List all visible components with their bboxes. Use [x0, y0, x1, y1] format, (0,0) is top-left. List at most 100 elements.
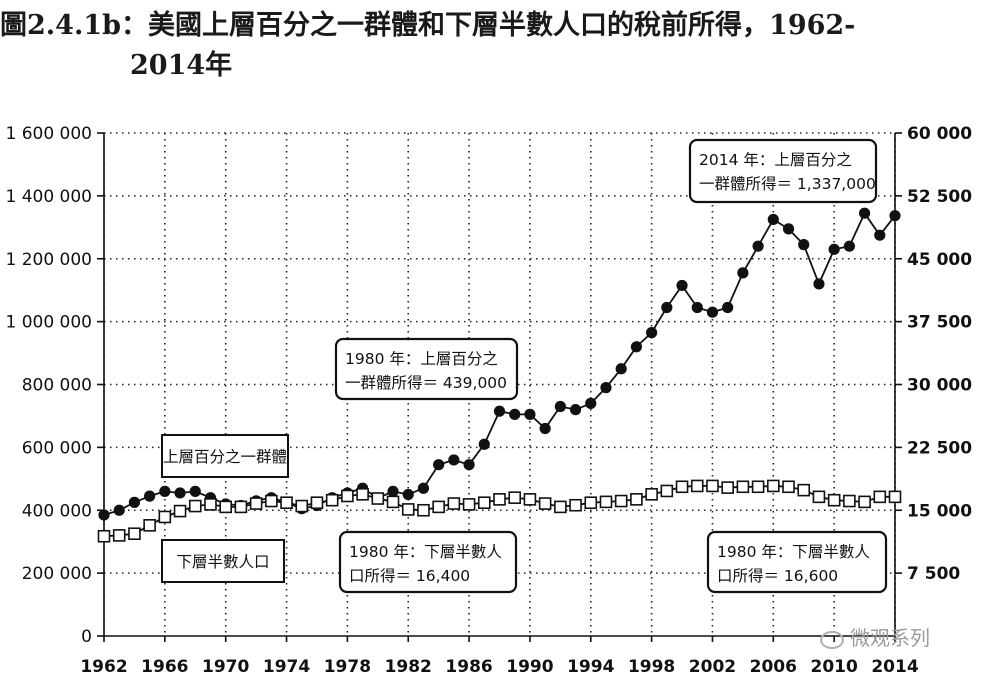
x-tick-label: 1982: [385, 657, 432, 677]
data-point: [813, 278, 825, 290]
data-point: [402, 488, 414, 501]
x-tick-label: 1990: [506, 657, 553, 677]
left-y-tick-label: 1 400 000: [5, 187, 92, 207]
x-tick-label: 1998: [628, 657, 675, 677]
right-y-tick-label: 60 000: [907, 124, 972, 144]
data-point: [401, 503, 415, 516]
left-y-tick-label: 400 000: [22, 501, 92, 521]
data-point: [173, 504, 187, 518]
right-y-tick-label: 15 000: [907, 501, 972, 521]
data-point: [432, 500, 445, 514]
callout-text: 一群體所得＝ 439,000: [345, 374, 507, 392]
data-point: [569, 498, 582, 512]
data-point: [737, 267, 749, 279]
left-y-tick-label: 1 000 000: [5, 313, 92, 333]
callout-box: [334, 337, 519, 401]
data-point: [477, 496, 491, 510]
data-point: [827, 493, 841, 507]
data-point: [158, 510, 172, 524]
series-bottom-half: [97, 479, 902, 543]
data-point: [462, 498, 476, 511]
data-point: [386, 495, 400, 509]
data-point: [387, 485, 399, 497]
data-point: [539, 422, 551, 435]
data-point: [219, 500, 232, 514]
data-point: [356, 488, 369, 501]
x-tick-label: 1962: [80, 657, 127, 677]
callout-text: 2014 年：上層百分之: [699, 151, 852, 169]
chart-title: 圖2.4.1b：美國上層百分之一群體和下層半數人口的稅前所得，1962- 201…: [0, 6, 988, 86]
data-point: [798, 239, 810, 251]
data-point: [706, 479, 719, 493]
right-y-tick-label: 45 000: [907, 250, 972, 270]
callout-text: 口所得＝ 16,400: [349, 567, 470, 585]
data-point: [447, 497, 461, 510]
data-point: [782, 223, 795, 235]
data-point: [690, 479, 704, 493]
data-point: [722, 301, 734, 314]
x-tick-label: 2002: [689, 657, 736, 677]
data-point: [371, 492, 385, 505]
series-label-box: [161, 434, 289, 478]
data-point: [675, 480, 689, 494]
data-point: [128, 527, 141, 541]
data-point: [524, 408, 536, 420]
callout-box: [338, 530, 518, 594]
series-label-bottom: 下層半數人口: [161, 539, 285, 583]
callout-box: [688, 138, 878, 204]
right-y-tick-label: 52 500: [907, 187, 972, 207]
data-point: [721, 481, 734, 494]
data-point: [538, 497, 552, 510]
data-point: [661, 301, 673, 314]
x-tick-label: 1994: [567, 657, 614, 677]
data-point: [523, 493, 537, 506]
x-tick-label: 2006: [750, 657, 797, 677]
chart-title-line1: 圖2.4.1b：美國上層百分之一群體和下層半數人口的稅前所得，1962-: [0, 10, 856, 41]
data-point: [97, 529, 111, 543]
data-point: [646, 327, 658, 339]
data-point: [599, 495, 613, 509]
data-point: [128, 496, 141, 508]
data-point: [614, 494, 628, 508]
data-point: [600, 382, 612, 394]
data-point: [736, 480, 750, 494]
series-label-text: 上層百分之一群體: [163, 448, 287, 466]
data-point: [463, 459, 475, 471]
data-point: [448, 454, 460, 466]
data-point: [889, 210, 901, 222]
data-point: [295, 499, 309, 513]
data-point: [280, 496, 293, 510]
left-y-tick-label: 800 000: [22, 376, 92, 396]
left-y-tick-label: 1 200 000: [5, 250, 92, 270]
x-tick-label: 1978: [324, 657, 371, 677]
chart-title-line2: 2014年: [130, 50, 233, 81]
data-point: [204, 498, 217, 511]
series-label-box: [161, 539, 285, 583]
right-y-tick-label: 37 500: [907, 313, 972, 333]
watermark-text: 微观系列: [850, 626, 930, 650]
data-point: [493, 405, 506, 417]
data-point: [310, 496, 324, 510]
data-point: [843, 240, 855, 252]
data-point: [98, 509, 110, 521]
data-point: [433, 459, 445, 471]
data-point: [493, 493, 506, 506]
x-tick-label: 1974: [263, 657, 310, 677]
callout-text: 1980 年：下層半數人: [349, 543, 502, 561]
data-point: [676, 279, 688, 292]
data-point: [341, 489, 354, 503]
x-tick-label: 2010: [810, 657, 857, 677]
x-tick-label: 1970: [202, 657, 249, 677]
data-point: [888, 490, 902, 504]
data-point: [660, 484, 674, 498]
data-point: [159, 485, 171, 497]
data-point: [858, 495, 871, 509]
data-point: [554, 400, 566, 413]
data-point: [249, 497, 263, 510]
data-point: [417, 482, 430, 494]
data-point: [767, 213, 779, 226]
data-point: [509, 408, 521, 420]
